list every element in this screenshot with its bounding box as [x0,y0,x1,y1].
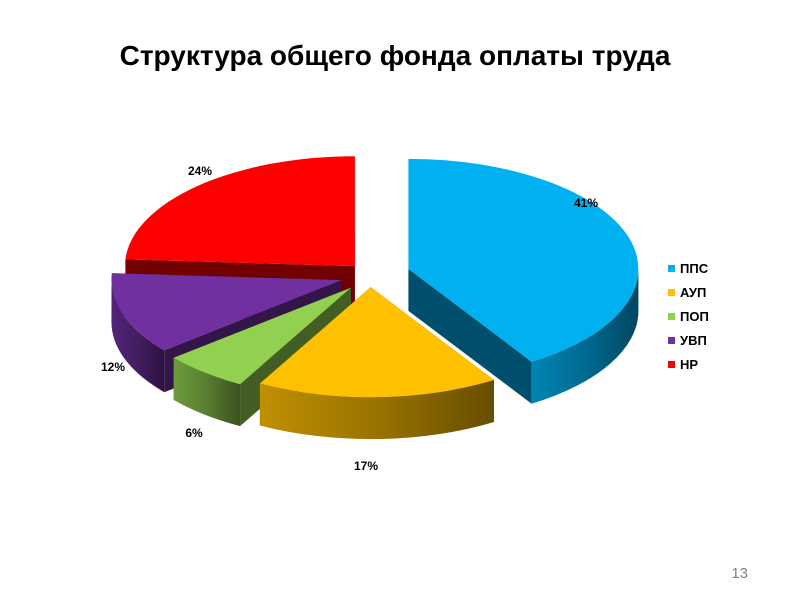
data-label-ауп: 17% [354,459,378,473]
pie-slice-wall [173,357,241,427]
pie-slice-top [408,158,639,362]
legend-item-нр: НР [668,352,709,376]
pie-slice-ппс [408,158,639,404]
pie-slice-wall [259,379,494,440]
slide-title: Структура общего фонда оплаты труда [119,40,671,71]
legend-item-ппс: ППС [668,256,709,280]
legend-item-ауп: АУП [668,280,709,304]
legend-label: ППС [680,260,709,276]
pie-slice-top [111,273,342,351]
pie-slice-side [408,268,532,404]
legend-label: УВП [680,332,707,348]
data-label-нр: 24% [188,164,212,178]
page-number: 13 [731,565,748,582]
pie-slice-top [259,287,494,398]
legend-label: АУП [680,284,707,300]
legend-swatch [668,360,675,368]
pie-slice-wall [531,268,639,404]
pie-slice-top [173,287,351,385]
legend-label: НР [680,356,699,372]
chart-legend: ППС АУП ПОП УВП НР [668,256,709,376]
data-label-ппс: 41% [574,196,598,210]
legend-swatch [668,336,675,344]
data-label-увп: 12% [101,360,125,374]
legend-item-увп: УВП [668,328,709,352]
legend-swatch [668,264,675,272]
data-label-поп: 6% [185,426,203,440]
pie-slice-top [125,156,355,267]
legend-label: ПОП [680,308,709,324]
pie-slice-wall [111,280,165,393]
legend-swatch [668,288,675,296]
legend-item-поп: ПОП [668,304,709,328]
legend-swatch [668,312,675,320]
pie-slice-ауп [259,287,494,440]
